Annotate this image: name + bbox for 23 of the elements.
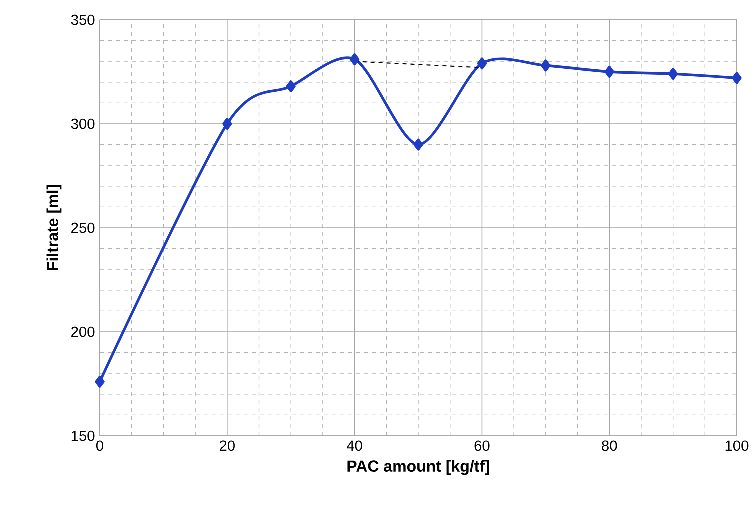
y-tick-label: 250 — [72, 222, 95, 234]
y-axis-title: Filtrate [ml] — [46, 185, 62, 270]
point — [95, 376, 105, 388]
y-tick-label: 350 — [71, 14, 95, 26]
x-tick-label: 60 — [474, 440, 490, 452]
point — [350, 54, 360, 66]
x-tick-label: 100 — [726, 440, 749, 452]
x-tick-label: 20 — [220, 440, 235, 452]
y-tick-label: 300 — [71, 118, 95, 130]
x-tick-label: 0 — [96, 440, 104, 452]
point — [414, 138, 424, 151]
y-tick-label: 200 — [72, 326, 95, 338]
y-tick-label: 150 — [72, 430, 95, 442]
x-axis-title: PAC amount [kg/tf] — [348, 460, 490, 476]
point — [604, 66, 614, 78]
x-tick-label: 80 — [602, 440, 618, 452]
point — [222, 118, 232, 130]
x-tick-label: 40 — [346, 440, 362, 452]
point — [541, 60, 551, 72]
point — [668, 68, 678, 80]
point — [477, 58, 488, 70]
point — [286, 80, 296, 93]
point — [732, 72, 742, 84]
